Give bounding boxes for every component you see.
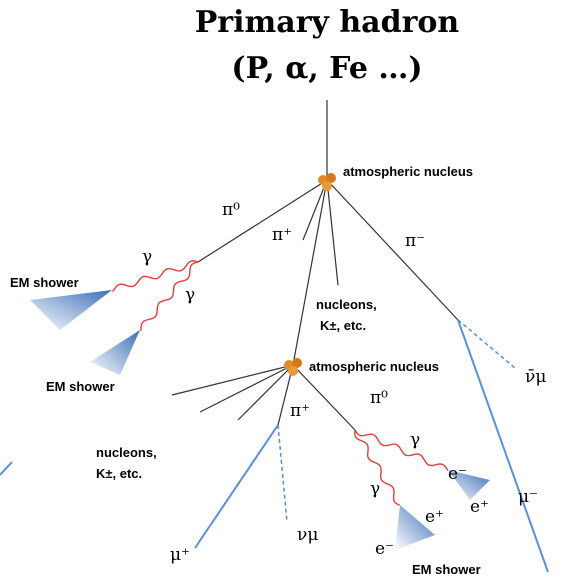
photon (354, 429, 400, 506)
photon (354, 429, 449, 471)
label: e⁺ (470, 497, 489, 517)
label: nucleons, (316, 297, 377, 312)
label: γ (185, 285, 195, 305)
label: e⁻ (375, 539, 394, 559)
label: K±, etc. (320, 318, 366, 333)
label: π⁺ (290, 401, 310, 421)
label: atmospheric nucleus (343, 164, 473, 179)
label: e⁺ (425, 507, 444, 527)
label: π⁻ (405, 231, 425, 251)
title-line: (P, α, Fe …) (231, 51, 422, 86)
label: EM shower (412, 562, 481, 577)
photon (140, 261, 199, 331)
label: μ⁻ (518, 487, 538, 507)
label: π⁰ (222, 200, 240, 220)
label: μ⁺ (170, 545, 190, 565)
label: atmospheric nucleus (309, 359, 439, 374)
photon (111, 260, 199, 293)
label: γ (142, 247, 152, 267)
label: π⁺ (272, 225, 292, 245)
label: K±, etc. (96, 466, 142, 481)
label: γ (370, 479, 380, 499)
label: EM shower (46, 379, 115, 394)
label: nucleons, (96, 445, 157, 460)
label: e⁻ (448, 464, 467, 484)
label: νμ (297, 525, 318, 545)
label: π⁰ (370, 388, 388, 408)
title-line: Primary hadron (195, 5, 460, 40)
label: EM shower (10, 275, 79, 290)
tracks (0, 100, 549, 573)
label: γ (410, 430, 420, 450)
label: ν̄μ (525, 367, 546, 387)
